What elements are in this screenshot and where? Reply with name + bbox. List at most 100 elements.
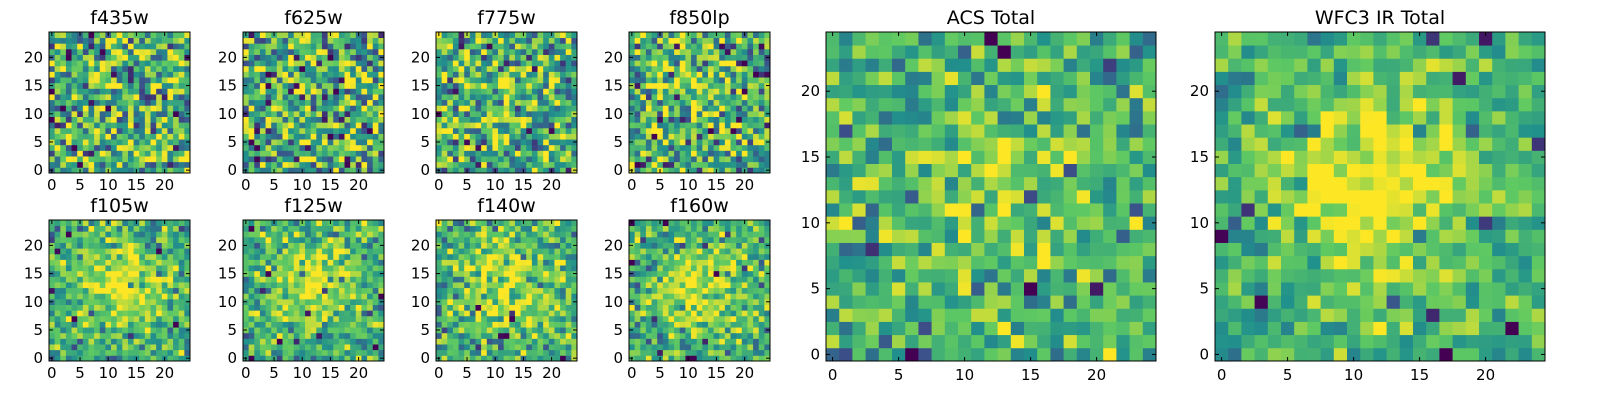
heatmap-cell (464, 65, 471, 72)
heatmap-cell (458, 231, 465, 238)
heatmap-cell (248, 71, 255, 78)
heatmap-cell (54, 220, 61, 227)
heatmap-cell (71, 327, 78, 334)
heatmap-cell (94, 77, 101, 84)
heatmap-cell (741, 99, 748, 106)
heatmap-cell (344, 167, 351, 174)
heatmap-cell (321, 110, 328, 117)
heatmap-cell (94, 94, 101, 101)
heatmap-cell (548, 259, 555, 266)
heatmap-cell (526, 349, 533, 356)
heatmap-cell (338, 94, 345, 101)
heatmap-cell (271, 259, 278, 266)
heatmap-cell (361, 327, 368, 334)
heatmap-cell (167, 133, 174, 140)
heatmap-cell (719, 304, 726, 311)
heatmap-cell (651, 282, 658, 289)
heatmap-cell (548, 276, 555, 283)
heatmap-cell (299, 71, 306, 78)
heatmap-cell (707, 144, 714, 151)
heatmap-cell (736, 60, 743, 67)
heatmap-cell (713, 327, 720, 334)
x-tick-label: 15 (321, 176, 340, 194)
heatmap-cell (452, 236, 459, 243)
heatmap-cell (571, 144, 578, 151)
heatmap-cell (173, 161, 180, 168)
heatmap-cell (94, 88, 101, 95)
heatmap-cell (327, 105, 334, 112)
heatmap-cell (486, 242, 493, 249)
heatmap-cell (696, 77, 703, 84)
heatmap-cell (116, 276, 123, 283)
heatmap-cell (355, 60, 362, 67)
heatmap-cell (464, 150, 471, 157)
heatmap-cell (498, 276, 505, 283)
heatmap-cell (531, 150, 538, 157)
heatmap-cell (88, 82, 95, 89)
heatmap-cell (702, 338, 709, 345)
heatmap-cell (116, 298, 123, 305)
heatmap-cell (526, 133, 533, 140)
heatmap-cell (305, 298, 312, 305)
heatmap-cell (173, 338, 180, 345)
heatmap-cell (293, 304, 300, 311)
heatmap-cell (333, 133, 340, 140)
heatmap-cell (657, 82, 664, 89)
heatmap-cell (243, 282, 250, 289)
heatmap-cell (282, 77, 289, 84)
heatmap-cell (372, 54, 379, 61)
heatmap-cell (310, 161, 317, 168)
heatmap-cell (758, 82, 765, 89)
heatmap-cell (447, 287, 454, 294)
heatmap-cell (736, 349, 743, 356)
heatmap-cell (71, 349, 78, 356)
heatmap-cell (99, 156, 106, 163)
heatmap-cell (736, 32, 743, 39)
heatmap-cell (293, 349, 300, 356)
heatmap-cell (458, 127, 465, 134)
heatmap-cell (282, 344, 289, 351)
heatmap-cell (338, 150, 345, 157)
heatmap-cell (486, 253, 493, 260)
heatmap-cell (88, 242, 95, 249)
heatmap-cell (747, 43, 754, 50)
heatmap-cell (554, 105, 561, 112)
heatmap-cell (629, 122, 636, 129)
heatmap-cell (99, 82, 106, 89)
heatmap-cell (99, 276, 106, 283)
heatmap-cell (730, 338, 737, 345)
heatmap-cell (372, 259, 379, 266)
heatmap-cell (674, 43, 681, 50)
heatmap-cell (310, 276, 317, 283)
heatmap-cell (531, 116, 538, 123)
heatmap-cell (305, 48, 312, 55)
heatmap-cell (503, 270, 510, 277)
heatmap-cell (531, 99, 538, 106)
heatmap-cell (94, 43, 101, 50)
heatmap-cell (276, 276, 283, 283)
heatmap-cell (305, 338, 312, 345)
heatmap-cell (441, 37, 448, 44)
heatmap-cell (520, 88, 527, 95)
heatmap-cell (99, 287, 106, 294)
x-tick-label: 5 (75, 176, 85, 194)
heatmap-cell (447, 349, 454, 356)
heatmap-cell (77, 94, 84, 101)
heatmap-cell (265, 48, 272, 55)
heatmap-cell (310, 32, 317, 39)
heatmap-cell (662, 293, 669, 300)
heatmap-cell (503, 310, 510, 317)
heatmap-cell (464, 338, 471, 345)
heatmap-cell (139, 48, 146, 55)
heatmap-cell (730, 65, 737, 72)
heatmap-cell (122, 105, 129, 112)
heatmap-cell (560, 282, 567, 289)
heatmap-cell (65, 225, 72, 232)
heatmap-cell (458, 315, 465, 322)
heatmap-cell (509, 344, 516, 351)
heatmap-cell (526, 287, 533, 294)
heatmap-cell (167, 310, 174, 317)
heatmap-cell (634, 65, 641, 72)
heatmap-cell (713, 37, 720, 44)
heatmap-cell (167, 77, 174, 84)
